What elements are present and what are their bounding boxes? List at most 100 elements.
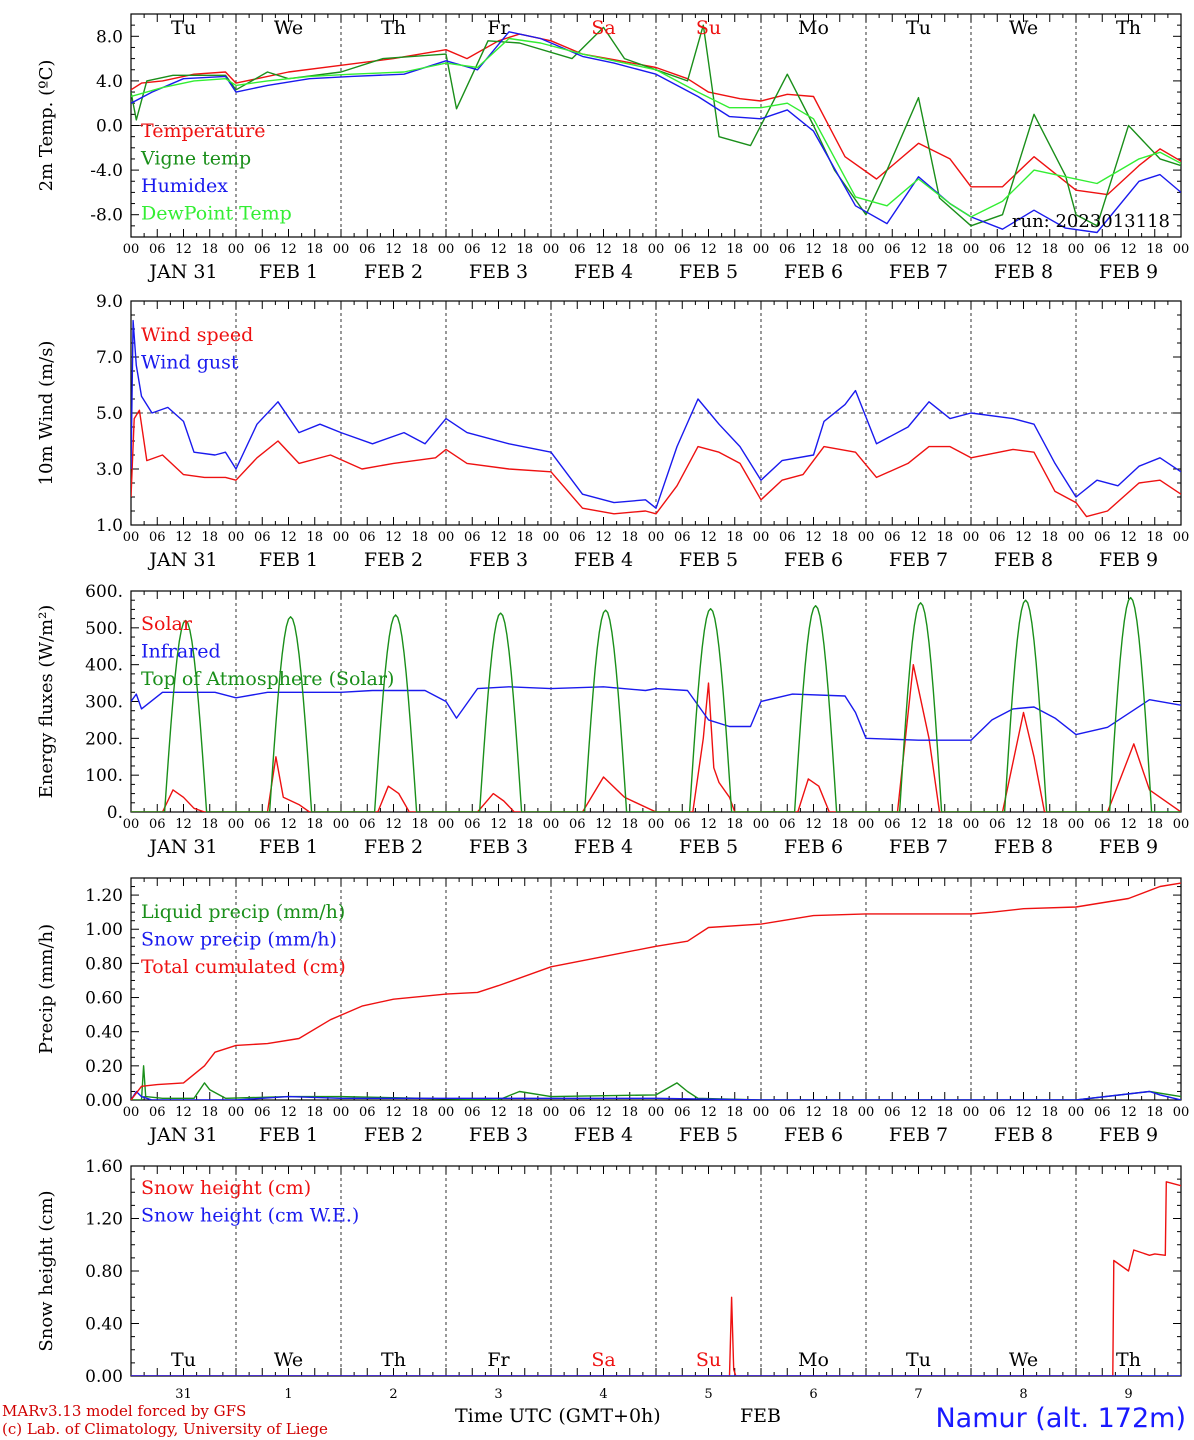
weekday-label: Fr bbox=[487, 17, 510, 39]
weekday-label: Th bbox=[381, 1349, 406, 1371]
hour-tick-label: 18 bbox=[411, 530, 428, 545]
hour-tick-label: 00 bbox=[648, 1105, 665, 1120]
hour-tick-label: 18 bbox=[411, 1105, 428, 1120]
hour-tick-label: 18 bbox=[1041, 530, 1058, 545]
energy-legend-entry: Solar bbox=[141, 613, 193, 635]
y-tick-label: 1.0 bbox=[96, 516, 123, 536]
station-name: Namur (alt. 172m) bbox=[935, 1403, 1186, 1434]
hour-tick-label: 06 bbox=[779, 1105, 796, 1120]
hour-tick-label: 12 bbox=[175, 1105, 192, 1120]
hour-tick-label: 06 bbox=[674, 530, 691, 545]
day-number-label: 6 bbox=[809, 1387, 817, 1402]
hour-tick-label: 00 bbox=[1068, 1105, 1085, 1120]
date-label: FEB 6 bbox=[784, 549, 843, 571]
y-tick-label: 5.0 bbox=[96, 404, 123, 424]
hour-tick-label: 00 bbox=[1173, 817, 1190, 832]
day-number-label: 31 bbox=[175, 1387, 192, 1402]
weekday-label: Tu bbox=[906, 17, 931, 39]
y-tick-label: 8.0 bbox=[96, 27, 123, 47]
hour-tick-label: 12 bbox=[490, 817, 507, 832]
wind-frame bbox=[130, 300, 1182, 526]
hour-tick-label: 06 bbox=[884, 1105, 901, 1120]
y-tick-label: 7.0 bbox=[96, 348, 123, 368]
weekday-label: Tu bbox=[906, 1349, 931, 1371]
hour-tick-label: 06 bbox=[569, 530, 586, 545]
precip-series-red bbox=[131, 882, 1181, 1100]
day-number-label: 4 bbox=[599, 1387, 607, 1402]
hour-tick-label: 06 bbox=[989, 817, 1006, 832]
y-tick-label: 400. bbox=[85, 656, 123, 676]
date-label: FEB 8 bbox=[994, 1124, 1053, 1146]
hour-tick-label: 00 bbox=[858, 817, 875, 832]
energy-series-blue bbox=[131, 686, 1181, 741]
hour-tick-label: 18 bbox=[1041, 1105, 1058, 1120]
snow-panel: 0.00 0.40 0.80 1.20 1.60 Snow height (cm) Snow… bbox=[36, 1157, 1182, 1402]
y-tick-label: 4.0 bbox=[96, 72, 123, 92]
hour-tick-label: 18 bbox=[516, 530, 533, 545]
energy-axis-label: Energy fluxes (W/m²) bbox=[36, 605, 57, 799]
y-tick-label: 0.00 bbox=[85, 1367, 123, 1387]
date-label: JAN 31 bbox=[147, 1124, 217, 1146]
hour-tick-label: 00 bbox=[228, 242, 245, 257]
model-credit: MARv3.13 model forced by GFS bbox=[2, 1402, 247, 1420]
hour-tick-label: 06 bbox=[254, 530, 271, 545]
hour-tick-label: 18 bbox=[411, 817, 428, 832]
hour-tick-label: 18 bbox=[831, 530, 848, 545]
hour-tick-label: 18 bbox=[1146, 817, 1163, 832]
hour-tick-label: 06 bbox=[569, 242, 586, 257]
hour-tick-label: 00 bbox=[1173, 1105, 1190, 1120]
hour-tick-label: 06 bbox=[359, 817, 376, 832]
hour-tick-label: 00 bbox=[963, 817, 980, 832]
hour-tick-label: 06 bbox=[254, 817, 271, 832]
hour-tick-label: 00 bbox=[543, 530, 560, 545]
hour-tick-label: 12 bbox=[385, 530, 402, 545]
date-label: FEB 1 bbox=[259, 549, 318, 571]
hour-tick-label: 00 bbox=[858, 1105, 875, 1120]
precip-data bbox=[131, 882, 1181, 1100]
hour-tick-label: 00 bbox=[438, 242, 455, 257]
hour-tick-label: 18 bbox=[621, 530, 638, 545]
hour-tick-label: 06 bbox=[674, 1105, 691, 1120]
day-number-label: 9 bbox=[1124, 1387, 1132, 1402]
weekday-label: Mo bbox=[798, 17, 829, 39]
y-tick-label: 1.00 bbox=[85, 920, 123, 940]
weekday-label: Su bbox=[696, 1349, 721, 1371]
hour-tick-label: 18 bbox=[306, 817, 323, 832]
hour-tick-label: 00 bbox=[753, 817, 770, 832]
hour-tick-label: 18 bbox=[516, 817, 533, 832]
date-label: FEB 8 bbox=[994, 836, 1053, 858]
weekday-label: Th bbox=[1116, 1349, 1141, 1371]
hour-tick-label: 00 bbox=[648, 242, 665, 257]
energy-legend-entry: Infrared bbox=[141, 641, 221, 663]
hour-tick-label: 18 bbox=[1146, 242, 1163, 257]
hour-tick-label: 12 bbox=[805, 1105, 822, 1120]
temp-legend-entry: DewPoint Temp bbox=[141, 203, 292, 225]
weekday-label: Th bbox=[1116, 17, 1141, 39]
hour-tick-label: 00 bbox=[333, 530, 350, 545]
wind-data bbox=[131, 319, 1181, 518]
hour-tick-label: 06 bbox=[464, 817, 481, 832]
hour-tick-label: 18 bbox=[1146, 530, 1163, 545]
hour-tick-label: 12 bbox=[280, 530, 297, 545]
hour-tick-label: 12 bbox=[805, 242, 822, 257]
hour-tick-label: 06 bbox=[1094, 242, 1111, 257]
date-label: FEB 4 bbox=[574, 836, 633, 858]
snow-legend-entry: Snow height (cm W.E.) bbox=[141, 1205, 359, 1227]
hour-tick-label: 06 bbox=[884, 817, 901, 832]
hour-tick-label: 00 bbox=[333, 242, 350, 257]
hour-tick-label: 06 bbox=[779, 817, 796, 832]
hour-tick-label: 18 bbox=[726, 1105, 743, 1120]
date-label: JAN 31 bbox=[147, 836, 217, 858]
y-tick-label: 0.80 bbox=[85, 954, 123, 974]
date-label: FEB 1 bbox=[259, 1124, 318, 1146]
hour-tick-label: 06 bbox=[989, 530, 1006, 545]
date-label: FEB 9 bbox=[1099, 1124, 1158, 1146]
hour-tick-label: 18 bbox=[726, 817, 743, 832]
energy-panel: 0. 100. 200. 300. 400. 500. 600. Energy fluxes … bbox=[36, 582, 1189, 858]
date-label: FEB 8 bbox=[994, 549, 1053, 571]
temp-panel: -8.0 -4.0 0.0 4.0 8.0 2m Temp. (ºC) Temperatur… bbox=[36, 13, 1189, 283]
hour-tick-label: 00 bbox=[963, 242, 980, 257]
wind-series-blue bbox=[131, 319, 1181, 509]
hour-tick-label: 06 bbox=[1094, 817, 1111, 832]
y-tick-label: 300. bbox=[85, 693, 123, 713]
